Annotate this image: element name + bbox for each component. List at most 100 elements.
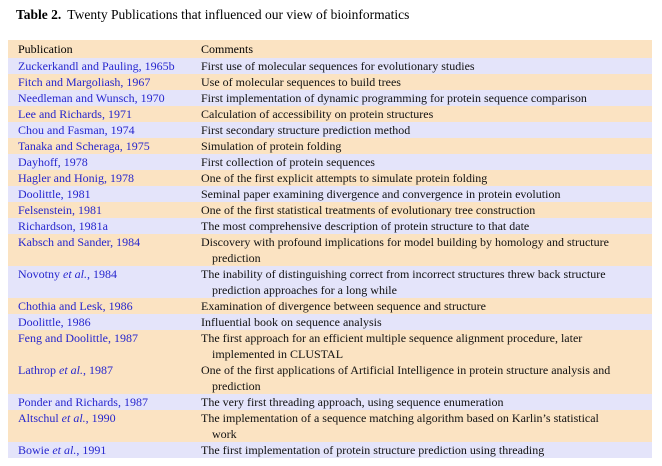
table-row: Lee and Richards, 1971 Calculation of acc… — [8, 106, 652, 122]
publication-cell: Dayhoff, 1978 — [8, 154, 201, 170]
publication-text: Chothia and Lesk, 1986 — [18, 299, 133, 313]
publication-cell: Richardson, 1981a — [8, 218, 201, 234]
table-row: Doolittle, 1981 Seminal paper examining d… — [8, 186, 652, 202]
table-row: Doolittle, 1986 Influential book on seque… — [8, 314, 652, 330]
comment-line: The most comprehensive description of pr… — [201, 219, 530, 233]
publication-text: Novotny — [18, 267, 63, 281]
comment-line-continuation: prediction — [212, 251, 261, 265]
table-body: Zuckerkandl and Pauling, 1965b First use … — [8, 58, 652, 458]
publication-text: Needleman and Wunsch, 1970 — [18, 91, 165, 105]
comment-cell: The implementation of a sequence matchin… — [201, 410, 652, 442]
comment-line: Discovery with profound implications for… — [201, 235, 609, 249]
table-row: Kabsch and Sander, 1984 Discovery with pr… — [8, 234, 652, 266]
publication-text: , 1991 — [76, 443, 107, 457]
table-row: Chou and Fasman, 1974 First secondary str… — [8, 122, 652, 138]
publication-etal-text: et al. — [61, 411, 86, 425]
publication-cell: Doolittle, 1986 — [8, 314, 201, 330]
comment-line: The first implementation of protein stru… — [201, 443, 545, 457]
comment-line: One of the first applications of Artific… — [201, 363, 611, 377]
publication-text: , 1990 — [85, 411, 116, 425]
publication-cell: Novotny et al., 1984 — [8, 266, 201, 298]
table-header-row: Publication Comments — [8, 40, 652, 58]
table-row: Novotny et al., 1984 The inability of dis… — [8, 266, 652, 298]
publication-text: Lathrop — [18, 363, 59, 377]
comment-line-continuation: prediction approaches for a long while — [212, 283, 397, 297]
table-row: Hagler and Honig, 1978 One of the first e… — [8, 170, 652, 186]
table-title-text: Twenty Publications that influenced our … — [67, 7, 410, 22]
table-row: Needleman and Wunsch, 1970 First implemen… — [8, 90, 652, 106]
table-row: Richardson, 1981a The most comprehensive … — [8, 218, 652, 234]
publication-text: Zuckerkandl and Pauling, 1965b — [18, 59, 175, 73]
table-row: Dayhoff, 1978 First collection of protein… — [8, 154, 652, 170]
publication-cell: Doolittle, 1981 — [8, 186, 201, 202]
comment-cell: Discovery with profound implications for… — [201, 234, 652, 266]
comment-line: First use of molecular sequences for evo… — [201, 59, 475, 73]
comment-cell: One of the first statistical treatments … — [201, 202, 652, 218]
publication-cell: Altschul et al., 1990 — [8, 410, 201, 442]
table-title-label: Table 2. — [16, 7, 62, 22]
comment-line: First secondary structure prediction met… — [201, 123, 411, 137]
publication-text: , 1987 — [83, 363, 113, 377]
publication-text: Altschul — [18, 411, 62, 425]
publication-text: Richardson, 1981a — [18, 219, 108, 233]
column-header-comments: Comments — [201, 42, 254, 56]
table-row: Feng and Doolittle, 1987 The first approa… — [8, 330, 652, 362]
comment-cell: Calculation of accessibility on protein … — [201, 106, 652, 122]
comment-cell: Influential book on sequence analysis — [201, 314, 652, 330]
publication-cell: Hagler and Honig, 1978 — [8, 170, 201, 186]
publication-etal-text: et al. — [59, 363, 83, 377]
comment-cell: Simulation of protein folding — [201, 138, 652, 154]
comment-cell: Examination of divergence between sequen… — [201, 298, 652, 314]
publication-etal-text: et al. — [63, 267, 87, 281]
publication-cell: Ponder and Richards, 1987 — [8, 394, 201, 410]
comment-line-continuation: implemented in CLUSTAL — [212, 347, 344, 361]
comment-cell: First implementation of dynamic programm… — [201, 90, 652, 106]
comment-line: Influential book on sequence analysis — [201, 315, 382, 329]
comment-cell: First secondary structure prediction met… — [201, 122, 652, 138]
table-row: Altschul et al., 1990 The implementation … — [8, 410, 652, 442]
comment-line: The inability of distinguishing correct … — [201, 267, 606, 281]
comment-line: One of the first explicit attempts to si… — [201, 171, 488, 185]
comment-line: The first approach for an efficient mult… — [201, 331, 583, 345]
publication-text: Bowie — [18, 443, 53, 457]
publication-text: , 1984 — [87, 267, 117, 281]
comment-cell: The very first threading approach, using… — [201, 394, 652, 410]
table-row: Zuckerkandl and Pauling, 1965b First use … — [8, 58, 652, 74]
comment-line: The very first threading approach, using… — [201, 395, 504, 409]
publication-text: Doolittle, 1981 — [18, 187, 91, 201]
publication-cell: Chou and Fasman, 1974 — [8, 122, 201, 138]
publication-text: Chou and Fasman, 1974 — [18, 123, 135, 137]
publication-cell: Kabsch and Sander, 1984 — [8, 234, 201, 266]
comment-line: One of the first statistical treatments … — [201, 203, 536, 217]
publication-cell: Fitch and Margoliash, 1967 — [8, 74, 201, 90]
publication-cell: Feng and Doolittle, 1987 — [8, 330, 201, 362]
comment-cell: The most comprehensive description of pr… — [201, 218, 652, 234]
comment-line: Seminal paper examining divergence and c… — [201, 187, 561, 201]
comment-line-continuation: work — [212, 427, 237, 441]
publication-cell: Bowie et al., 1991 — [8, 442, 201, 458]
comment-cell: Use of molecular sequences to build tree… — [201, 74, 652, 90]
comment-cell: Seminal paper examining divergence and c… — [201, 186, 652, 202]
publication-cell: Lathrop et al., 1987 — [8, 362, 201, 394]
publication-text: Doolittle, 1986 — [18, 315, 91, 329]
comment-line-continuation: prediction — [212, 379, 261, 393]
publications-table: Publication Comments Zuckerkandl and Pau… — [8, 40, 652, 458]
publication-cell: Tanaka and Scheraga, 1975 — [8, 138, 201, 154]
publication-text: Kabsch and Sander, 1984 — [18, 235, 141, 249]
publication-cell: Chothia and Lesk, 1986 — [8, 298, 201, 314]
comment-line: First implementation of dynamic programm… — [201, 91, 587, 105]
publication-cell: Zuckerkandl and Pauling, 1965b — [8, 58, 201, 74]
table-row: Tanaka and Scheraga, 1975 Simulation of p… — [8, 138, 652, 154]
comment-line: Calculation of accessibility on protein … — [201, 107, 434, 121]
comment-line: Simulation of protein folding — [201, 139, 342, 153]
publication-cell: Felsenstein, 1981 — [8, 202, 201, 218]
publication-text: Feng and Doolittle, 1987 — [18, 331, 138, 345]
publication-text: Tanaka and Scheraga, 1975 — [18, 139, 150, 153]
publication-etal-text: et al. — [52, 443, 77, 457]
table-title: Table 2. Twenty Publications that influen… — [16, 7, 409, 23]
table-row: Lathrop et al., 1987 One of the first app… — [8, 362, 652, 394]
comment-cell: One of the first applications of Artific… — [201, 362, 652, 394]
comment-line: Examination of divergence between sequen… — [201, 299, 486, 313]
publication-text: Fitch and Margoliash, 1967 — [18, 75, 151, 89]
